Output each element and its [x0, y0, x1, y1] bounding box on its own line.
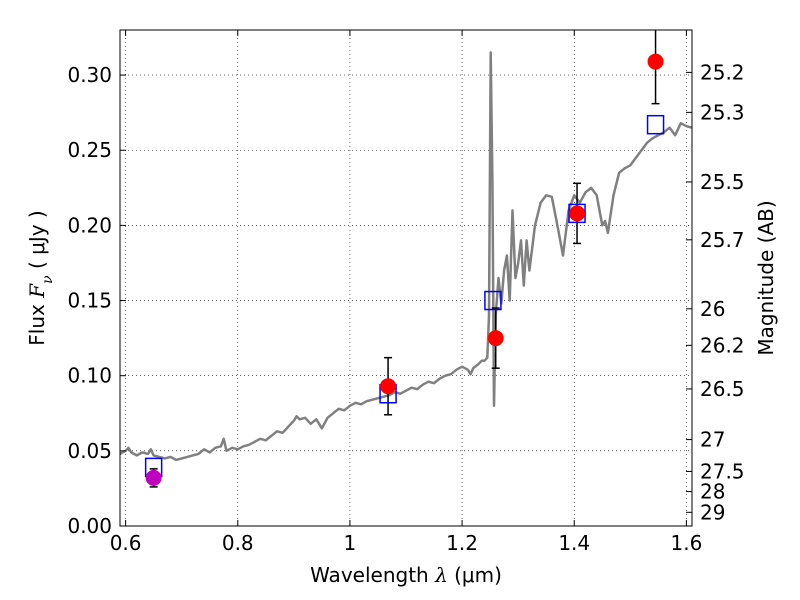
- y-tick-label: 0.05: [67, 439, 112, 463]
- x-tick-label: 1: [344, 531, 357, 555]
- x-tick-label: 1.4: [558, 531, 590, 555]
- x-tick-label: 1.2: [446, 531, 478, 555]
- y2-tick-label: 25.2: [700, 60, 745, 84]
- y-tick-label: 0.30: [67, 63, 112, 87]
- x-tick-label: 1.6: [670, 531, 702, 555]
- y-tick-label: 0.00: [67, 514, 112, 538]
- x-tick-label: 0.6: [110, 531, 142, 555]
- y2-tick-label: 28: [700, 480, 725, 504]
- x-tick-label: 0.8: [222, 531, 254, 555]
- observed-marker: [647, 53, 664, 70]
- y-tick-label: 0.10: [67, 364, 112, 388]
- y2-tick-label: 27: [700, 428, 725, 452]
- y2-tick-label: 25.3: [700, 100, 745, 124]
- observed-optical-marker: [145, 469, 162, 486]
- y-tick-label: 0.20: [67, 213, 112, 237]
- series-layer: [120, 30, 692, 488]
- ticks: 0.6 0.8 1 1.2 1.4 1.6 0.00 0.05 0.10 0.15 0.20 0.25…: [67, 30, 745, 555]
- plot-frame: [119, 29, 693, 527]
- y-tick-label: 0.25: [67, 138, 112, 162]
- model-photometry-marker: [484, 290, 502, 311]
- y2-tick-label: 25.7: [700, 228, 745, 252]
- y2-tick-label: 26.2: [700, 333, 745, 357]
- observed-marker: [487, 330, 504, 347]
- observed-marker: [380, 378, 397, 395]
- y2-tick-label: 26: [700, 297, 725, 321]
- y2-tick-label: 25.5: [700, 170, 745, 194]
- y2-tick-label: 27.5: [700, 459, 745, 483]
- plot-area: [120, 30, 692, 526]
- x-axis-label: Wavelength λ (μm): [310, 563, 502, 587]
- y2-tick-label: 29: [700, 500, 725, 524]
- model-photometry-marker: [646, 114, 665, 135]
- y-axis-label: Flux Fν ( μJy ): [25, 210, 56, 345]
- y-tick-label: 0.15: [67, 289, 112, 313]
- observed-marker: [569, 205, 586, 222]
- y2-axis-label: Magnitude (AB): [754, 200, 778, 355]
- model-spectrum-line: [120, 51, 692, 462]
- y2-tick-label: 26.5: [700, 377, 745, 401]
